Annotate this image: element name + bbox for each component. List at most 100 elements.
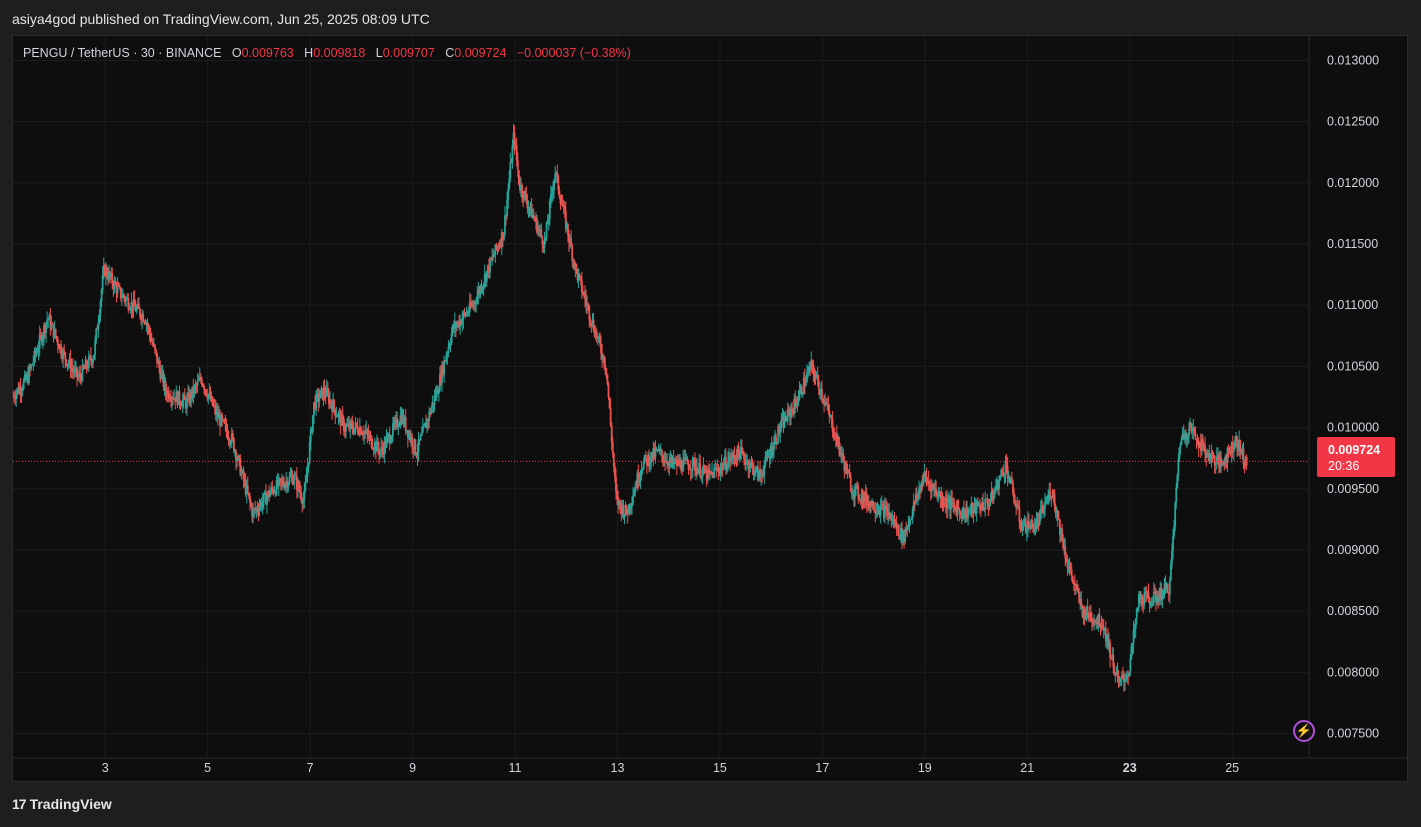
candle-body xyxy=(1195,438,1198,441)
chart-panel[interactable]: 0.013000 0.012500 0.012000 0.011500 0.011000… xyxy=(12,35,1408,782)
low-label: L xyxy=(375,46,383,60)
candle-body xyxy=(999,475,1002,480)
candle-body xyxy=(469,301,472,307)
candle-body xyxy=(1036,520,1039,522)
candle-body xyxy=(623,514,626,517)
candle-body xyxy=(545,222,548,237)
candle-body xyxy=(1179,443,1182,448)
candle-body xyxy=(1116,671,1119,678)
candle-body xyxy=(147,326,150,328)
y-tick-label: 0.008000 xyxy=(1327,665,1379,679)
candle-body xyxy=(175,391,178,402)
candle-body xyxy=(837,436,839,446)
candle-body xyxy=(555,172,558,174)
candle-body xyxy=(770,446,773,456)
y-tick-label: 0.012500 xyxy=(1327,115,1379,129)
candle-body xyxy=(376,441,378,452)
candle-body xyxy=(168,398,171,400)
candle-body xyxy=(570,238,573,247)
candle-body xyxy=(1222,462,1225,465)
candle-body xyxy=(639,472,642,480)
candle-body xyxy=(746,460,749,462)
candle-body xyxy=(279,478,282,482)
candle-body xyxy=(526,201,529,209)
candle-body xyxy=(940,495,943,500)
candle-body xyxy=(948,498,950,502)
candle-body xyxy=(1241,448,1244,452)
candle-body xyxy=(102,265,105,276)
candle-body xyxy=(642,461,645,470)
candle-body xyxy=(540,229,543,237)
candle-body xyxy=(1089,613,1092,621)
candle-body xyxy=(1137,594,1140,608)
candle-body xyxy=(938,491,941,495)
candle-body xyxy=(392,423,394,437)
candle-body xyxy=(194,385,197,387)
candle-body xyxy=(22,380,25,389)
candle-body xyxy=(1158,595,1161,603)
candle-body xyxy=(254,508,257,511)
candle-body xyxy=(78,373,81,378)
candle-body xyxy=(96,328,99,330)
candle-body xyxy=(1048,491,1051,496)
candle-body xyxy=(553,179,555,190)
candle-body xyxy=(975,501,978,514)
candle-body xyxy=(649,462,652,466)
candle-body xyxy=(370,435,373,448)
candle-body xyxy=(113,281,116,289)
candle-body xyxy=(569,238,571,243)
candle-body xyxy=(795,403,798,407)
candle-body xyxy=(198,377,201,381)
candle-body xyxy=(1013,493,1015,503)
candle-body xyxy=(129,309,132,311)
candle-body xyxy=(333,400,336,409)
candle-body xyxy=(565,223,568,229)
candle-body xyxy=(702,465,705,470)
candle-body xyxy=(950,498,952,510)
candle-body xyxy=(876,510,879,512)
candle-body xyxy=(424,423,426,426)
candle-body xyxy=(262,493,265,502)
candle-body xyxy=(1174,502,1177,527)
candle-body xyxy=(183,395,186,400)
candle-body xyxy=(1034,526,1037,530)
candle-body xyxy=(851,492,854,495)
candle-body xyxy=(1121,675,1124,679)
candle-body xyxy=(517,170,520,185)
candle-body xyxy=(406,430,409,438)
candle-body xyxy=(635,487,638,489)
candle-body xyxy=(575,264,578,270)
candle-body xyxy=(960,513,963,519)
candle-body xyxy=(217,411,219,419)
candle-body xyxy=(119,287,122,298)
candle-body xyxy=(482,283,485,288)
candle-body xyxy=(874,510,877,513)
candle-body xyxy=(613,466,616,477)
candle-body xyxy=(828,410,831,417)
candle-body xyxy=(932,484,934,486)
candle-body xyxy=(38,334,41,349)
candle-body xyxy=(1229,449,1232,454)
candle-body xyxy=(29,367,31,369)
candle-body xyxy=(354,422,357,428)
candle-body xyxy=(845,462,848,475)
lightning-bolt-icon[interactable]: ⚡ xyxy=(1293,720,1315,742)
candlestick-chart[interactable]: 0.013000 0.012500 0.012000 0.011500 0.011000… xyxy=(13,36,1407,781)
candle-body xyxy=(332,400,335,412)
candle-body xyxy=(827,404,830,411)
candle-body xyxy=(92,359,94,364)
candle-body xyxy=(467,311,470,314)
candle-body xyxy=(676,460,679,466)
x-tick-label: 17 xyxy=(815,761,829,775)
candle-body xyxy=(833,436,836,439)
candle-body xyxy=(1040,505,1043,509)
candle-body xyxy=(20,391,23,394)
candle-body xyxy=(242,470,245,481)
candle-body xyxy=(987,503,990,507)
x-tick-label: 5 xyxy=(204,761,211,775)
candle-body xyxy=(18,387,21,394)
candle-body xyxy=(718,471,721,474)
candle-body xyxy=(699,463,702,478)
candle-body xyxy=(854,486,856,498)
candle-body xyxy=(1066,562,1069,568)
